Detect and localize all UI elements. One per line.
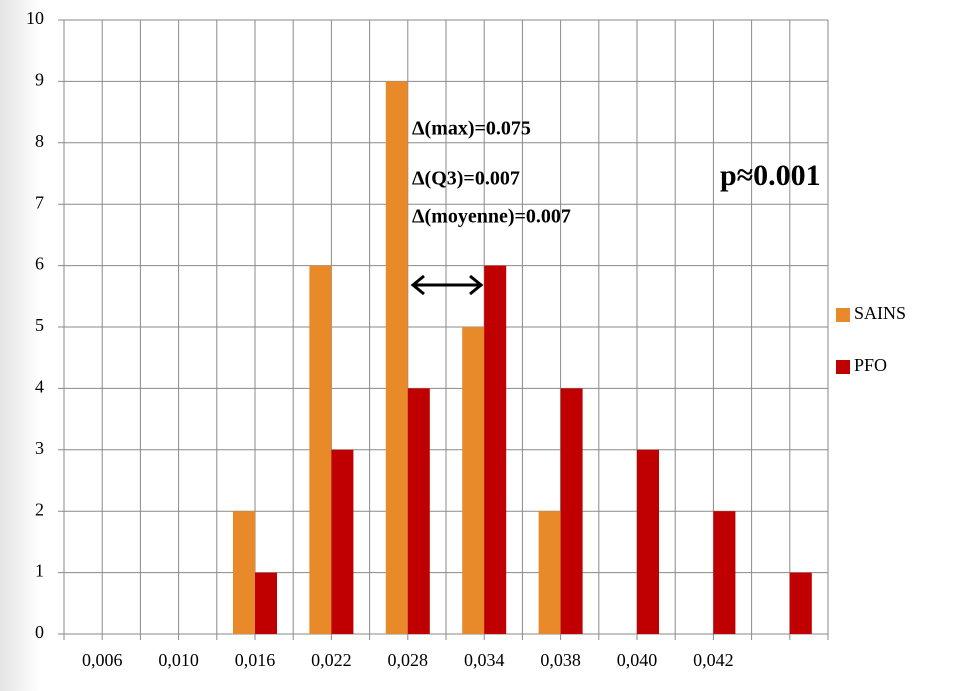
x-tick-label: 0,016 xyxy=(235,650,276,670)
x-tick-label: 0,042 xyxy=(693,650,734,670)
bar xyxy=(233,511,255,634)
y-tick-label: 6 xyxy=(35,254,44,274)
y-tick-label: 7 xyxy=(35,192,44,212)
annotation: Δ(max)=0.075 xyxy=(412,118,531,140)
legend-label: SAINS xyxy=(854,303,906,323)
annotation: Δ(Q3)=0.007 xyxy=(412,168,520,190)
legend-swatch xyxy=(836,360,850,374)
y-tick-label: 8 xyxy=(35,131,44,151)
bar xyxy=(789,572,812,634)
y-tick-label: 2 xyxy=(35,499,44,519)
bar xyxy=(462,327,485,634)
x-tick-label: 0,010 xyxy=(158,650,199,670)
x-tick-label: 0,022 xyxy=(311,650,352,670)
bar xyxy=(255,572,277,634)
y-tick-label: 9 xyxy=(35,70,44,90)
x-tick-label: 0,028 xyxy=(388,650,429,670)
y-tick-label: 5 xyxy=(35,315,44,335)
y-tick-label: 0 xyxy=(35,622,44,642)
legend-swatch xyxy=(836,308,850,322)
bar xyxy=(538,511,561,634)
legend-label: PFO xyxy=(854,355,887,375)
y-tick-label: 4 xyxy=(35,377,44,397)
bar xyxy=(331,449,354,634)
bar xyxy=(309,265,332,634)
double-arrow xyxy=(410,274,484,296)
x-tick-label: 0,034 xyxy=(464,650,505,670)
bar xyxy=(713,511,736,634)
y-tick-label: 10 xyxy=(26,8,44,28)
y-tick-label: 1 xyxy=(35,561,44,581)
bar xyxy=(385,81,408,634)
x-tick-label: 0,040 xyxy=(617,650,658,670)
x-tick-label: 0,038 xyxy=(540,650,581,670)
bar xyxy=(484,265,507,634)
annotation: Δ(moyenne)=0.007 xyxy=(412,206,571,228)
y-tick-label: 3 xyxy=(35,438,44,458)
bar xyxy=(407,388,430,634)
bar xyxy=(560,388,583,634)
x-tick-label: 0,006 xyxy=(82,650,123,670)
p-value: p≈0.001 xyxy=(720,159,821,192)
plot: 0 1 2 3 4 5 6 7 8 9 10 0,006 0,010 0,016 0,022 0,028 0,0… xyxy=(26,8,906,670)
bar xyxy=(637,449,659,634)
